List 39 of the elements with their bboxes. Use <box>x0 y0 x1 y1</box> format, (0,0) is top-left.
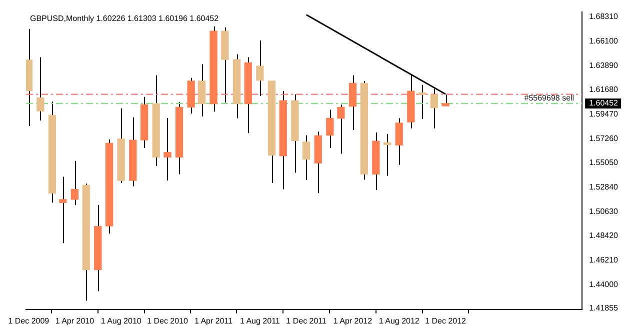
x-tick-label: 1 Apr 2010 <box>55 316 95 326</box>
candlestick <box>36 56 44 122</box>
y-tick-label: 1.68310 <box>589 12 619 22</box>
x-tick-label: 1 Dec 2009 <box>8 316 50 326</box>
chart-title: GBPUSD,Monthly 1.60226 1.61303 1.60196 1.60452 <box>30 14 220 24</box>
y-tick-label: 1.66100 <box>589 36 619 46</box>
x-tick-label: 1 Dec 2011 <box>286 316 328 326</box>
candlestick <box>418 84 426 120</box>
candlestick <box>302 134 310 180</box>
candlestick <box>326 109 334 148</box>
y-tick-label: 1.46210 <box>589 256 619 265</box>
candlestick <box>395 118 403 166</box>
x-tick-label: 1 Dec 2012 <box>425 316 467 326</box>
y-tick-label: 1.48420 <box>589 231 619 240</box>
x-tick-label: 1 Aug 2010 <box>100 316 142 326</box>
candlestick <box>59 176 67 244</box>
x-tick-label: 1 Apr 2012 <box>333 316 373 326</box>
candlestick <box>348 74 357 131</box>
y-tick-label: 1.63890 <box>589 60 619 70</box>
candlestick <box>337 104 345 154</box>
x-tick-label: 1 Aug 2011 <box>240 316 280 326</box>
y-tick-label: 1.50630 <box>589 206 619 216</box>
y-tick-label: 1.44000 <box>589 280 619 289</box>
y-tick-label: 1.55050 <box>589 158 619 168</box>
y-tick-label: 1.41855 <box>589 304 619 313</box>
y-tick-label: 1.59470 <box>589 109 619 118</box>
candlestick <box>198 64 206 117</box>
x-tick-label: 1 Aug 2012 <box>378 316 420 326</box>
y-tick-label: 1.61680 <box>589 85 619 94</box>
x-tick-label: 1 Apr 2011 <box>194 316 234 326</box>
y-tick-label: 1.57260 <box>589 134 619 143</box>
candlestick <box>164 118 172 181</box>
x-tick-label: 1 Dec 2010 <box>147 316 188 326</box>
y-tick-label: 1.60452 <box>589 98 619 108</box>
y-tick-label: 1.52840 <box>589 182 619 192</box>
ref-line-label: #5569698 sell <box>524 94 574 103</box>
candlestick <box>442 94 450 107</box>
candlestick <box>70 160 79 206</box>
candlestick <box>256 40 264 96</box>
